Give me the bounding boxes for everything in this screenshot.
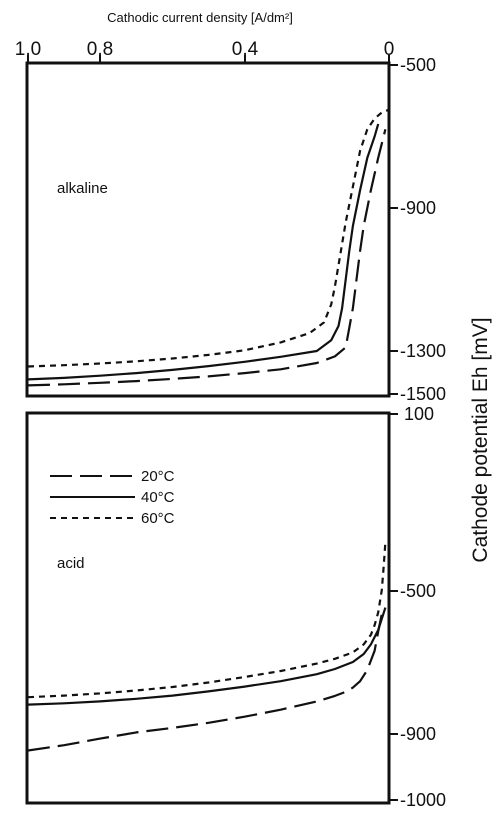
- y-tick-label: -1300: [400, 341, 446, 361]
- series-line-alkaline-20c: [27, 129, 387, 387]
- x-axis-title: Cathodic current density [A/dm²]: [107, 10, 293, 25]
- y-tick-label: -900: [400, 724, 436, 744]
- acid-annotation: acid: [57, 555, 85, 572]
- alkaline-annotation: alkaline: [57, 180, 108, 197]
- x-tick-label: 0,8: [87, 39, 113, 60]
- series-line-acid-60c: [27, 541, 387, 699]
- y-tick-label: 100: [404, 404, 434, 424]
- series-line-alkaline-40c: [27, 123, 380, 381]
- y-tick-label: -900: [400, 198, 436, 218]
- legend-label-40: 40°C: [141, 489, 175, 506]
- y-tick-label: -1000: [400, 790, 446, 810]
- series-line-acid-20c: [27, 613, 383, 752]
- legend: 20°C 40°C 60°C: [50, 468, 175, 527]
- series-layer: [27, 108, 390, 752]
- series-line-acid-40c: [27, 607, 387, 706]
- x-tick-label: 0,4: [232, 39, 259, 60]
- y-tick-label: -500: [400, 581, 436, 601]
- x-tick-marks: [27, 55, 390, 63]
- acid-panel-frame: [25, 411, 391, 805]
- alkaline-panel-frame: [25, 61, 391, 398]
- series-line-alkaline-60c: [27, 108, 390, 368]
- x-tick-label: 0: [384, 39, 395, 60]
- y-tick-label: -1500: [400, 384, 446, 404]
- y-tick-marks: [389, 64, 398, 801]
- y-tick-label: -500: [400, 55, 436, 75]
- legend-label-60: 60°C: [141, 510, 175, 527]
- legend-label-20: 20°C: [141, 468, 175, 485]
- y-axis-label: Cathode potential Eh [mV]: [469, 317, 492, 562]
- x-tick-label: 1,0: [15, 39, 41, 60]
